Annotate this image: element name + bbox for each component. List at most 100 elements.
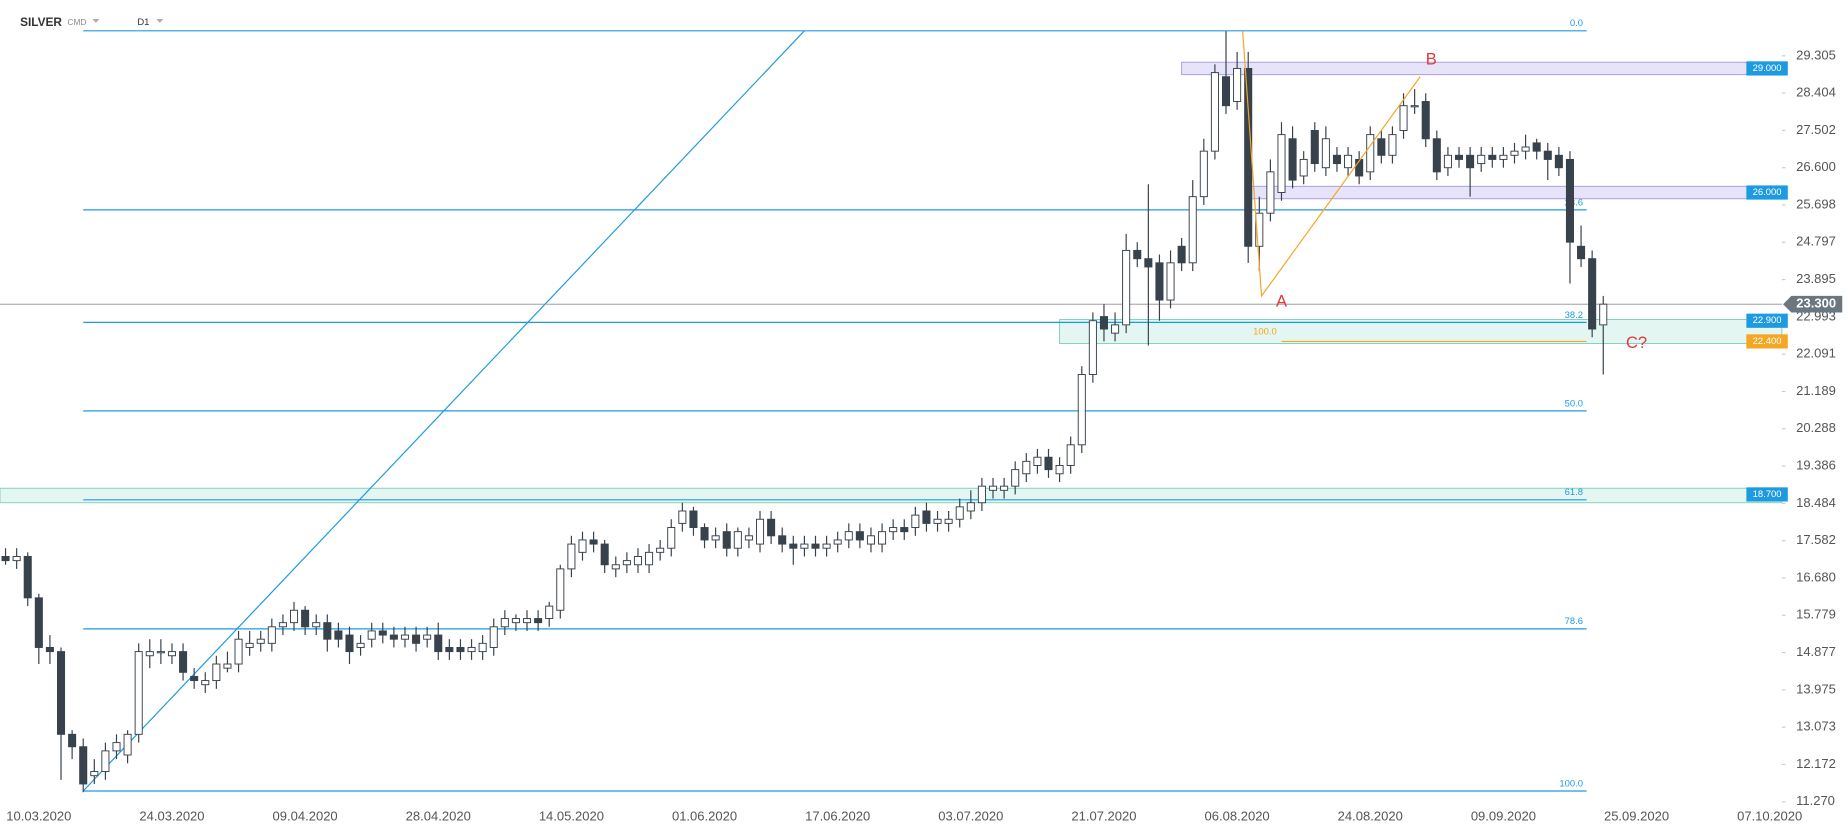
- candle-body: [1477, 154, 1486, 165]
- candle-body: [656, 547, 665, 553]
- candle-body: [412, 634, 421, 644]
- candle-body: [79, 746, 88, 785]
- candle-body: [1000, 485, 1009, 491]
- candle-body: [567, 543, 576, 570]
- candle-body: [201, 680, 210, 686]
- candle-body: [1599, 303, 1608, 326]
- y-tick-label: 21.189: [1796, 383, 1836, 398]
- candle-body: [334, 630, 343, 640]
- timeframe[interactable]: D1: [137, 17, 149, 28]
- candle-body: [611, 564, 620, 570]
- candle-body: [889, 527, 898, 533]
- candle-body: [345, 634, 354, 653]
- candle-body: [1221, 76, 1231, 107]
- candle-body: [622, 560, 631, 566]
- candle-body: [356, 642, 365, 648]
- price-tag-label: 22.400: [1753, 336, 1782, 347]
- candle-body: [1310, 130, 1319, 165]
- price-tag-label: 26.000: [1753, 187, 1782, 198]
- candle-body: [545, 605, 554, 619]
- x-tick-label: 06.08.2020: [1205, 809, 1270, 824]
- candle-body: [434, 634, 443, 653]
- wave-label: C?: [1626, 333, 1647, 352]
- dropdown-caret[interactable]: [156, 19, 164, 23]
- price-tag-label: 18.700: [1753, 489, 1782, 500]
- candle-body: [301, 609, 310, 628]
- candle-body: [1177, 245, 1186, 264]
- y-tick-label: 23.895: [1796, 271, 1836, 286]
- candle-body: [911, 514, 920, 529]
- candle-body: [1022, 460, 1031, 475]
- candle-body: [1421, 101, 1430, 140]
- candle-body: [722, 531, 731, 549]
- candle-body: [101, 750, 110, 773]
- candle-body: [1055, 465, 1064, 475]
- candle-body: [767, 518, 776, 537]
- candle-body: [855, 531, 864, 541]
- candle-body: [367, 630, 376, 640]
- candle-body: [1454, 154, 1464, 160]
- y-tick-label: 18.484: [1796, 495, 1836, 510]
- price-tag: [1746, 61, 1788, 76]
- candle-body: [190, 675, 199, 682]
- y-tick-label: 20.288: [1796, 420, 1836, 435]
- candle-body: [955, 506, 964, 520]
- candle-body: [234, 638, 243, 665]
- x-tick-label: 09.04.2020: [273, 809, 338, 824]
- candle-body: [1144, 258, 1153, 268]
- candle-body: [90, 771, 99, 777]
- last-price-label: 23.300: [1796, 296, 1836, 311]
- candle-body: [944, 518, 953, 524]
- dropdown-caret[interactable]: [92, 19, 100, 23]
- y-tick-label: 12.172: [1796, 756, 1836, 771]
- candle-body: [456, 646, 465, 653]
- fib-label: 61.8: [1565, 487, 1583, 498]
- candle-body: [1199, 150, 1208, 198]
- wave-label: B: [1426, 50, 1437, 69]
- candle-body: [1532, 142, 1541, 152]
- candle-body: [289, 609, 299, 624]
- candle-body: [68, 733, 77, 748]
- candle-body: [833, 539, 842, 545]
- x-tick-label: 14.05.2020: [539, 809, 604, 824]
- candle-body: [1210, 72, 1219, 152]
- y-tick-label: 13.975: [1796, 681, 1836, 696]
- instrument-source[interactable]: CMD: [67, 18, 86, 27]
- candle-body: [1443, 154, 1452, 169]
- y-tick-label: 19.386: [1796, 458, 1836, 473]
- candle-body: [1044, 456, 1053, 471]
- fib-label: 38.2: [1565, 310, 1583, 321]
- candle-body: [900, 527, 909, 533]
- candle-body: [1288, 138, 1297, 181]
- candle-body: [1565, 158, 1574, 243]
- y-tick-label: 17.582: [1796, 532, 1836, 547]
- zone: [1247, 185, 1783, 200]
- candle-body: [1011, 469, 1020, 487]
- x-tick-label: 24.03.2020: [139, 809, 204, 824]
- candle-body: [733, 531, 742, 549]
- candle-body: [1033, 456, 1042, 466]
- candle-body: [145, 651, 154, 657]
- candle-body: [56, 651, 66, 735]
- candle-body: [866, 535, 875, 545]
- candle-body: [123, 733, 132, 756]
- last-price-tag: [1783, 295, 1843, 313]
- trend-line: [82, 30, 805, 792]
- candle-body: [800, 543, 809, 549]
- x-tick-label: 21.07.2020: [1071, 809, 1136, 824]
- candle-body: [689, 510, 698, 529]
- candle-body: [511, 618, 520, 624]
- fib-label: 0.0: [1570, 18, 1583, 29]
- candle-body: [467, 646, 476, 653]
- wave-path: [1242, 31, 1421, 298]
- candle-body: [1388, 134, 1397, 156]
- candle-body: [966, 502, 975, 512]
- price-tag: [1746, 185, 1788, 200]
- y-tick-label: 14.877: [1796, 644, 1836, 659]
- fib-label: 78.6: [1565, 616, 1583, 627]
- candle-body: [933, 518, 942, 524]
- candle-body: [1499, 154, 1508, 160]
- candle-body: [323, 622, 332, 640]
- instrument-title[interactable]: SILVER: [20, 15, 62, 29]
- x-tick-label: 25.09.2020: [1604, 809, 1669, 824]
